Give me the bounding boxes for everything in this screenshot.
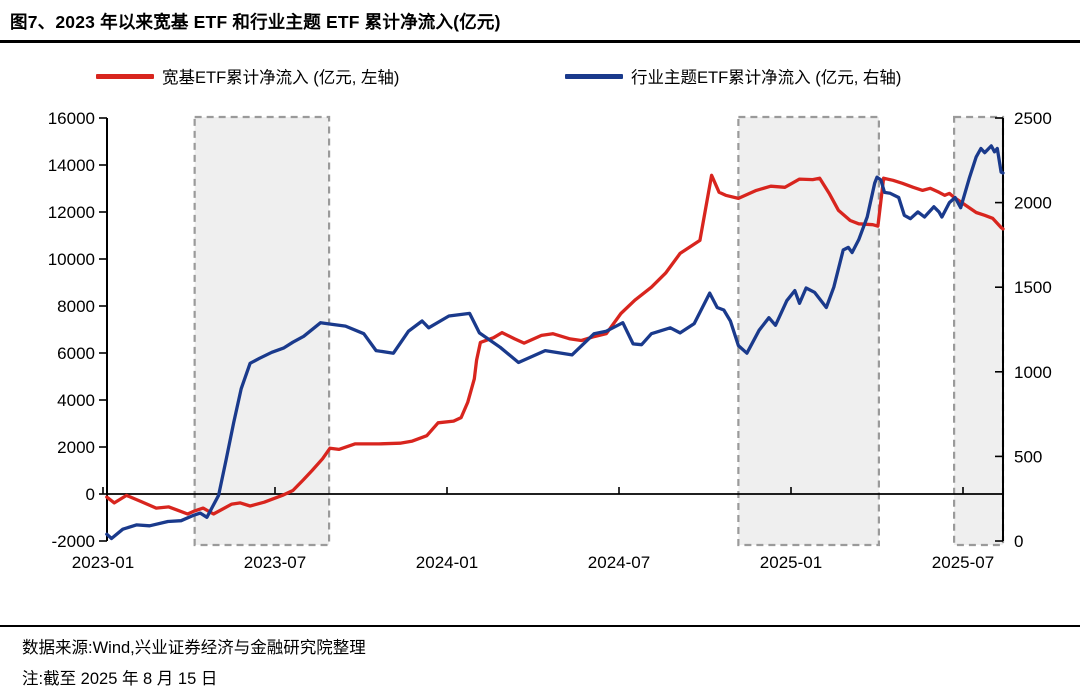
x-axis-tick-label: 2024-01 — [416, 553, 478, 572]
right-axis-tick-label: 2000 — [1014, 194, 1052, 213]
legend-item-sector-etf: 行业主题ETF累计净流入 (亿元, 右轴) — [565, 64, 901, 88]
sector-etf-line-swatch — [565, 73, 623, 79]
legend-label-broad-etf: 宽基ETF累计净流入 (亿元, 左轴) — [162, 69, 400, 87]
left-axis-tick-label: 8000 — [57, 297, 95, 316]
right-axis-tick-label: 1500 — [1014, 278, 1052, 297]
right-axis-tick-label: 1000 — [1014, 363, 1052, 382]
left-axis-tick-label: 14000 — [48, 156, 95, 175]
left-axis-tick-label: 2000 — [57, 438, 95, 457]
right-axis-tick-label: 500 — [1014, 447, 1042, 466]
title-underline — [0, 40, 1080, 43]
left-axis-tick-label: 0 — [86, 485, 95, 504]
x-axis-tick-label: 2023-01 — [72, 553, 134, 572]
right-axis-tick-label: 0 — [1014, 532, 1023, 551]
sector-etf-line — [105, 144, 1005, 541]
left-axis-tick-label: 12000 — [48, 203, 95, 222]
legend-label-sector-etf: 行业主题ETF累计净流入 (亿元, 右轴) — [631, 69, 902, 87]
x-axis-tick-label: 2024-07 — [588, 553, 650, 572]
x-axis-tick-label: 2025-07 — [932, 553, 994, 572]
broad-etf-line-swatch — [96, 73, 154, 79]
right-axis-tick-label: 2500 — [1014, 109, 1052, 128]
left-axis-tick-label: 16000 — [48, 109, 95, 128]
highlight-region-3 — [953, 115, 1005, 547]
figure-title: 图7、2023 年以来宽基 ETF 和行业主题 ETF 累计净流入(亿元) — [10, 12, 501, 32]
as-of-date-note: 注:截至 2025 年 8 月 15 日 — [22, 670, 218, 688]
highlight-region-1 — [193, 115, 331, 547]
left-axis-tick-label: 4000 — [57, 391, 95, 410]
left-axis-tick-label: 10000 — [48, 250, 95, 269]
left-axis-tick-label: 6000 — [57, 344, 95, 363]
source-note: 数据来源:Wind,兴业证券经济与金融研究院整理 — [22, 639, 366, 657]
x-axis-tick-label: 2025-01 — [760, 553, 822, 572]
broad-etf-line — [105, 173, 1005, 516]
left-axis-tick-label: -2000 — [52, 532, 95, 551]
legend-item-broad-etf: 宽基ETF累计净流入 (亿元, 左轴) — [96, 64, 399, 88]
footer-divider — [0, 625, 1080, 627]
x-axis-tick-label: 2023-07 — [244, 553, 306, 572]
